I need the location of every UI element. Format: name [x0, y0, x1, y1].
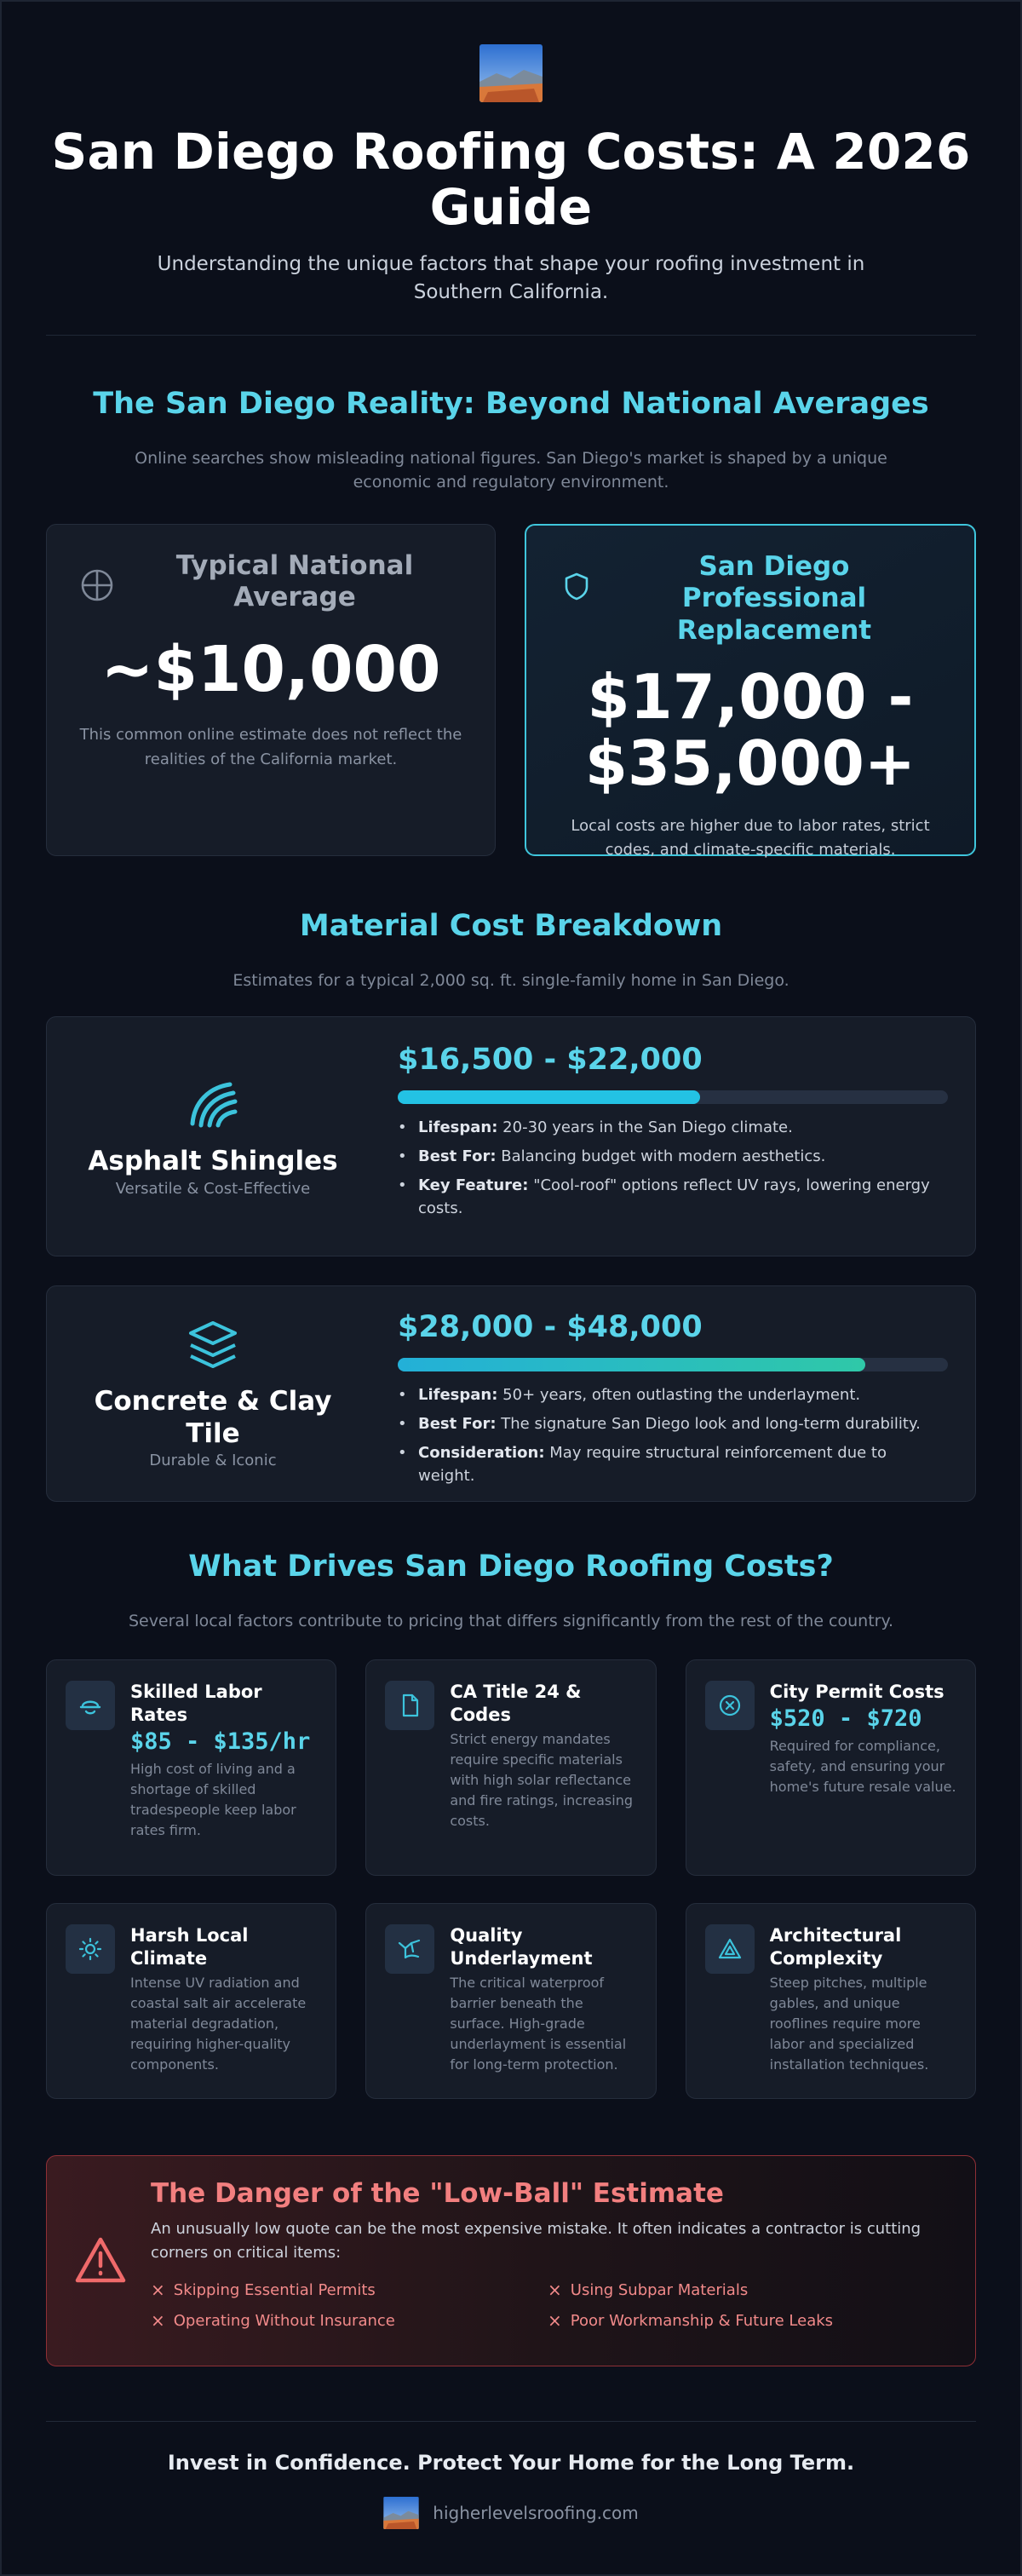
national-average-description: This common online estimate does not ref…: [79, 726, 462, 768]
san-diego-cost-description: Local costs are higher due to labor rate…: [571, 816, 930, 860]
cost-bar-fill: [398, 1358, 866, 1372]
list-item: Consideration: May require structural re…: [398, 1441, 948, 1487]
driver-price: $520 - $720: [769, 1705, 922, 1732]
driver-description: Strict energy mandates require specific …: [450, 1731, 633, 1830]
footer-cta: Invest in Confidence. Protect Your Home …: [167, 2450, 855, 2475]
cost-drivers-row-1: Skilled Labor Rates $85 - $135/hr High c…: [46, 1659, 976, 1876]
cost-drivers-row-2: Harsh Local Climate Intense UV radiation…: [46, 1902, 976, 2099]
material-price: $16,500 - $22,000: [398, 1043, 703, 1078]
san-diego-cost-card: San Diego Professional Replacement $17,0…: [525, 523, 976, 859]
logo-image: [479, 44, 543, 102]
list-item: Key Feature: "Cool-roof" options reflect…: [398, 1174, 948, 1220]
material-tagline: Versatile & Cost-Effective: [115, 1179, 311, 1198]
footer-brand: higherlevelsroofing.com: [46, 2496, 976, 2529]
material-name: Asphalt Shingles: [88, 1145, 338, 1176]
driver-card-labor: Skilled Labor Rates $85 - $135/hr High c…: [46, 1659, 337, 1876]
cost-bar: [398, 1090, 948, 1105]
national-average-value: ~$10,000: [100, 633, 441, 707]
list-item: Best For: The signature San Diego look a…: [398, 1412, 948, 1435]
drivers-subtitle: Several local factors contribute to pric…: [128, 1612, 894, 1631]
driver-title: Architectural Complexity: [769, 1924, 902, 1969]
circle-x-icon: [704, 1680, 755, 1730]
shingles-icon: [186, 1076, 240, 1134]
website-link[interactable]: higherlevelsroofing.com: [433, 2502, 639, 2523]
material-card-tile: Concrete & Clay Tile Durable & Iconic $2…: [46, 1285, 976, 1503]
national-average-label: Typical National Average: [175, 549, 414, 613]
driver-price: $85 - $135/hr: [130, 1728, 311, 1756]
san-diego-cost-label: San Diego Professional Replacement: [676, 550, 872, 647]
driver-card-architecture: Architectural Complexity Steep pitches, …: [685, 1902, 976, 2099]
material-name: Concrete & Clay Tile: [94, 1385, 332, 1449]
drivers-title: What Drives San Diego Roofing Costs?: [188, 1550, 834, 1584]
cost-comparison: Typical National Average ~$10,000 This c…: [46, 523, 976, 859]
driver-card-permits: City Permit Costs $520 - $720 Required f…: [685, 1659, 976, 1876]
driver-description: High cost of living and a shortage of sk…: [130, 1761, 296, 1839]
triangle-icon: [704, 1923, 755, 1974]
driver-description: Intense UV radiation and coastal salt ai…: [130, 1975, 307, 2073]
driver-card-climate: Harsh Local Climate Intense UV radiation…: [46, 1902, 337, 2099]
footer-logo-image: [383, 2496, 419, 2529]
crosshair-icon: [78, 566, 117, 605]
page-subtitle: Understanding the unique factors that sh…: [157, 252, 865, 304]
sun-icon: [66, 1923, 115, 1974]
material-details: Lifespan: 20-30 years in the San Diego c…: [398, 1116, 948, 1220]
list-item: × Skipping Essential Permits: [151, 2280, 376, 2301]
driver-title: City Permit Costs: [769, 1681, 944, 1702]
warning-list: × Skipping Essential Permits × Using Subpa…: [151, 2280, 944, 2331]
material-tagline: Durable & Iconic: [149, 1452, 277, 1470]
document-icon: [385, 1680, 435, 1730]
driver-card-codes: CA Title 24 & Codes Strict energy mandat…: [365, 1659, 657, 1876]
cost-bar: [398, 1358, 948, 1372]
list-item: × Using Subpar Materials: [548, 2280, 749, 2301]
shield-icon: [557, 566, 596, 606]
list-item: × Poor Workmanship & Future Leaks: [548, 2310, 834, 2332]
cost-bar-fill: [398, 1090, 701, 1105]
driver-description: Steep pitches, multiple gables, and uniq…: [769, 1975, 929, 2073]
driver-title: CA Title 24 & Codes: [450, 1681, 582, 1725]
driver-title: Quality Underlayment: [450, 1924, 593, 1969]
list-item: Best For: Balancing budget with modern a…: [398, 1145, 948, 1168]
warning-title: The Danger of the "Low-Ball" Estimate: [151, 2177, 724, 2209]
list-item: Lifespan: 20-30 years in the San Diego c…: [398, 1116, 948, 1139]
list-item: × Operating Without Insurance: [151, 2310, 395, 2332]
driver-description: Required for compliance, safety, and ens…: [769, 1737, 956, 1795]
x-icon: ×: [548, 2280, 562, 2301]
warning-icon: [74, 2178, 129, 2340]
driver-description: The critical waterproof barrier beneath …: [450, 1975, 627, 2073]
footer-divider: [46, 2420, 976, 2422]
waterproof-icon: [385, 1923, 435, 1974]
driver-card-underlayment: Quality Underlayment The critical waterp…: [365, 1902, 657, 2099]
material-card-asphalt: Asphalt Shingles Versatile & Cost-Effect…: [46, 1016, 976, 1257]
low-ball-warning: The Danger of the "Low-Ball" Estimate An…: [46, 2154, 976, 2366]
driver-title: Skilled Labor Rates: [130, 1681, 262, 1725]
materials-title: Material Cost Breakdown: [299, 908, 723, 943]
materials-subtitle: Estimates for a typical 2,000 sq. ft. si…: [233, 970, 789, 990]
page-title: San Diego Roofing Costs: A 2026 Guide: [51, 123, 971, 236]
list-item: Lifespan: 50+ years, often outlasting th…: [398, 1383, 948, 1406]
material-details: Lifespan: 50+ years, often outlasting th…: [398, 1383, 948, 1487]
reality-title: The San Diego Reality: Beyond National A…: [93, 386, 929, 421]
warning-text: An unusually low quote can be the most e…: [151, 2219, 922, 2263]
hardhat-icon: [66, 1680, 115, 1730]
x-icon: ×: [548, 2310, 562, 2332]
x-icon: ×: [151, 2310, 165, 2332]
material-price: $28,000 - $48,000: [398, 1310, 703, 1345]
x-icon: ×: [151, 2280, 165, 2301]
layers-icon: [186, 1318, 240, 1376]
san-diego-cost-value: $17,000 - $35,000+: [584, 661, 916, 799]
national-average-card: Typical National Average ~$10,000 This c…: [46, 523, 496, 856]
divider: [46, 334, 976, 336]
driver-title: Harsh Local Climate: [130, 1924, 249, 1969]
reality-subtitle: Online searches show misleading national…: [135, 448, 887, 492]
